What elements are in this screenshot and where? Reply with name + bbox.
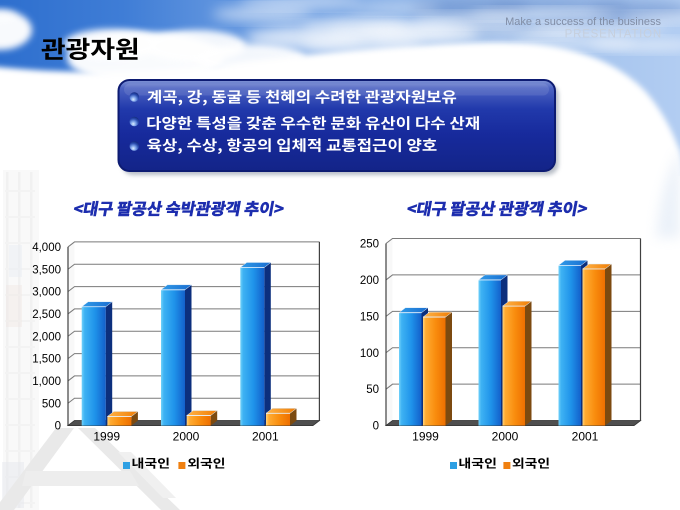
svg-text:1999: 1999 (412, 430, 439, 444)
svg-text:3,500: 3,500 (32, 264, 61, 276)
svg-text:50: 50 (366, 384, 379, 396)
svg-text:1,500: 1,500 (32, 354, 61, 366)
svg-text:500: 500 (42, 398, 61, 410)
svg-text:0: 0 (373, 421, 379, 433)
svg-text:2000: 2000 (173, 430, 200, 444)
svg-text:4,000: 4,000 (32, 242, 61, 254)
svg-text:PRESENTATION: PRESENTATION (565, 29, 662, 41)
svg-text:2000: 2000 (492, 430, 519, 444)
svg-text:2,000: 2,000 (32, 331, 61, 343)
svg-text:250: 250 (360, 239, 379, 251)
svg-text:200: 200 (360, 275, 379, 287)
svg-text:150: 150 (360, 311, 379, 323)
svg-text:1,000: 1,000 (32, 376, 61, 388)
svg-text:3,000: 3,000 (32, 287, 61, 299)
svg-text:2001: 2001 (252, 430, 279, 444)
svg-text:2001: 2001 (572, 430, 599, 444)
svg-text:100: 100 (360, 348, 379, 360)
svg-text:0: 0 (55, 421, 61, 433)
svg-text:Make a success of the business: Make a success of the business (505, 16, 661, 28)
svg-text:1999: 1999 (93, 430, 120, 444)
svg-text:2,500: 2,500 (32, 309, 61, 321)
